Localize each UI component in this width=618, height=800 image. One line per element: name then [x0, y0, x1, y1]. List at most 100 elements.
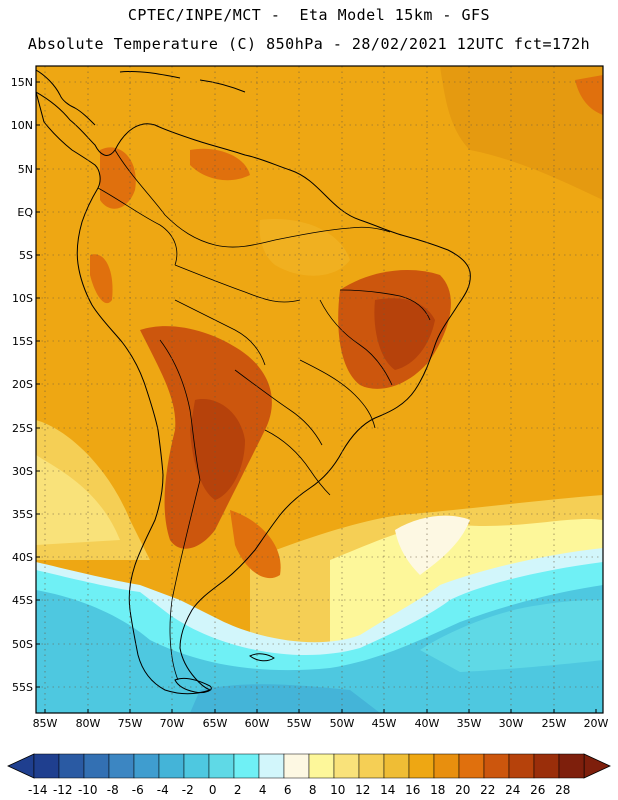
coastlines	[36, 69, 471, 695]
latitude-labels: 15N 10N 5N EQ 5S 10S 15S 20S 25S 30S 35S…	[11, 76, 34, 694]
lat-label: 20S	[12, 378, 33, 391]
temperature-field	[36, 66, 603, 713]
central-america-coastline	[36, 69, 96, 126]
lon-label: 75W	[118, 717, 143, 730]
lon-label: 25W	[542, 717, 567, 730]
lat-label: 15S	[12, 335, 33, 348]
border-guianas	[274, 226, 391, 241]
colorbar-label: -10	[78, 783, 98, 797]
longitude-labels: 85W 80W 75W 70W 65W 60W 55W 50W 45W 40W …	[33, 717, 609, 730]
colorbar-swatch	[208, 753, 235, 779]
colorbar-swatch	[458, 753, 485, 779]
colorbar-low-arrow	[7, 753, 35, 779]
lat-label: 10S	[12, 292, 33, 305]
colorbar-swatch	[433, 753, 460, 779]
colorbar-label: 4	[259, 783, 267, 797]
colorbar-label: 28	[555, 783, 570, 797]
lat-label: EQ	[17, 206, 33, 219]
colorbar: -14 -12 -10 -8 -6 -4 -2 0 2 4 6 8 10 12 14 16 18 20 22 24 26…	[7, 753, 611, 797]
field-hot-colombia	[100, 147, 136, 209]
lat-label: 5S	[19, 249, 33, 262]
lon-label: 65W	[203, 717, 228, 730]
colorbar-swatch	[58, 753, 85, 779]
lon-label: 35W	[457, 717, 482, 730]
lon-label: 85W	[33, 717, 58, 730]
colorbar-swatch	[333, 753, 360, 779]
field-hot-venezuela	[190, 148, 250, 181]
colorbar-label: 24	[505, 783, 520, 797]
falkland-islands	[249, 653, 275, 662]
lon-label: 30W	[499, 717, 524, 730]
border-uruguay	[264, 429, 331, 496]
colorbar-labels: -14 -12 -10 -8 -6 -4 -2 0 2 4 6 8 10 12 14 16 18 20 22 24 26…	[28, 783, 570, 797]
colorbar-swatch	[83, 753, 110, 779]
lat-label: 35S	[12, 508, 33, 521]
colorbar-label: 26	[530, 783, 545, 797]
lat-label: 10N	[11, 119, 33, 132]
graticule	[36, 66, 603, 713]
colorbar-swatch	[533, 753, 560, 779]
border-brazil-states-1	[319, 299, 393, 386]
lon-label: 60W	[245, 717, 270, 730]
colorbar-swatch	[408, 753, 435, 779]
colorbar-label: 20	[455, 783, 470, 797]
colorbar-label: 10	[330, 783, 345, 797]
colorbar-swatches	[33, 753, 585, 779]
colorbar-label: 14	[380, 783, 395, 797]
lat-label: 45S	[12, 594, 33, 607]
colorbar-swatch	[558, 753, 585, 779]
colorbar-label: -6	[132, 783, 144, 797]
lon-label: 50W	[330, 717, 355, 730]
border-brazil-north	[174, 264, 301, 303]
colorbar-label: -12	[53, 783, 73, 797]
field-blue-s	[36, 585, 603, 713]
field-lightyellow-sw	[36, 455, 120, 545]
lon-label: 70W	[160, 717, 185, 730]
field-hot-peru	[90, 254, 113, 304]
lat-label: 50S	[12, 638, 33, 651]
lon-label: 40W	[415, 717, 440, 730]
field-lightblue-s	[420, 600, 603, 672]
colorbar-label: 8	[309, 783, 317, 797]
lon-label: 80W	[76, 717, 101, 730]
border-colombia-venezuela	[114, 149, 276, 248]
lat-label: 30S	[12, 465, 33, 478]
field-cream-s	[395, 515, 470, 575]
colorbar-label: 6	[284, 783, 292, 797]
lat-label: 55S	[12, 681, 33, 694]
colorbar-swatch	[233, 753, 260, 779]
colorbar-label: -4	[157, 783, 169, 797]
field-warm-ne	[440, 66, 603, 200]
lon-label: 45W	[372, 717, 397, 730]
colorbar-label: -14	[28, 783, 48, 797]
lat-label: 5N	[18, 163, 33, 176]
colorbar-label: 0	[209, 783, 217, 797]
colorbar-label: -8	[107, 783, 119, 797]
colorbar-swatch	[158, 753, 185, 779]
border-paraguay	[234, 369, 323, 446]
colorbar-swatch	[258, 753, 285, 779]
field-hot-ne	[575, 75, 603, 115]
colorbar-swatch	[33, 753, 60, 779]
colorbar-label: 16	[405, 783, 420, 797]
map-title-line1: CPTEC/INPE/MCT - Eta Model 15km - GFS	[127, 6, 491, 24]
field-amazon	[259, 219, 350, 276]
colorbar-high-arrow	[583, 753, 611, 779]
field-hotter-ne-brazil	[374, 298, 435, 370]
ticks	[36, 81, 597, 713]
colorbar-swatch	[508, 753, 535, 779]
colorbar-label: 22	[480, 783, 495, 797]
colorbar-swatch	[483, 753, 510, 779]
tierra-del-fuego	[174, 677, 212, 693]
lat-label: 40S	[12, 551, 33, 564]
colorbar-swatch	[108, 753, 135, 779]
colorbar-label: 12	[355, 783, 370, 797]
colorbar-swatch	[358, 753, 385, 779]
caribbean-islands-2	[199, 79, 246, 93]
colorbar-swatch	[283, 753, 310, 779]
field-deepblue-s	[190, 684, 380, 713]
field-hot-pampa	[230, 510, 281, 579]
colorbar-swatch	[383, 753, 410, 779]
field-hotter-chaco	[190, 399, 245, 500]
